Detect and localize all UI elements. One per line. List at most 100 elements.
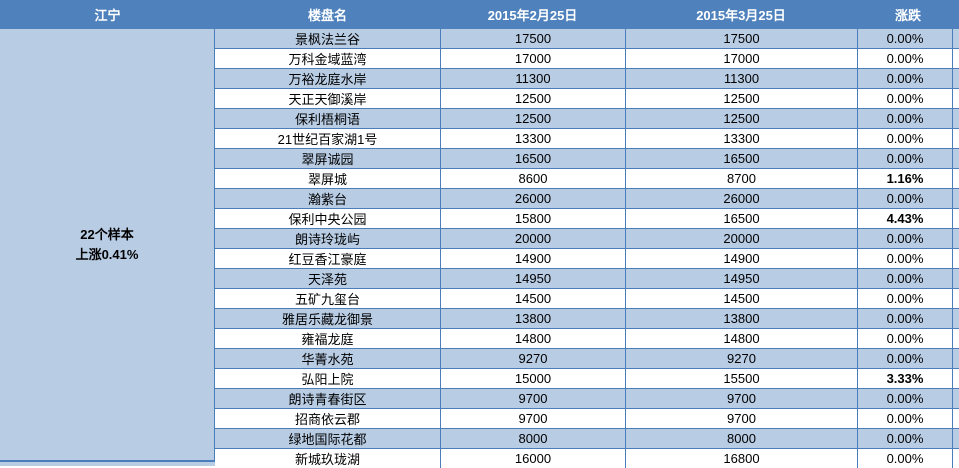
next-column-sliver xyxy=(953,149,959,168)
price-mar-cell: 16800 xyxy=(625,449,857,468)
price-feb-cell: 12500 xyxy=(440,109,625,128)
property-name-cell: 21世纪百家湖1号 xyxy=(277,132,378,147)
table-row: 朗诗青春街区 9700 9700 0.00% xyxy=(215,389,959,409)
change-cell: 0.00% xyxy=(857,249,953,268)
header-change: 涨跌 xyxy=(894,8,921,23)
next-column-sliver xyxy=(953,49,959,68)
next-column-sliver xyxy=(953,89,959,108)
next-column-sliver xyxy=(953,429,959,448)
change-cell: 0.00% xyxy=(857,229,953,248)
table-row: 保利梧桐语 12500 12500 0.00% xyxy=(215,109,959,129)
next-column-sliver xyxy=(953,109,959,128)
change-cell: 0.00% xyxy=(857,129,953,148)
table-row: 万科金域蓝湾 17000 17000 0.00% xyxy=(215,49,959,69)
next-column-sliver xyxy=(953,449,959,468)
next-column-sliver xyxy=(953,229,959,248)
property-name-cell: 翠屏城 xyxy=(307,172,347,187)
property-name-cell: 天正天御溪岸 xyxy=(288,92,367,107)
next-column-sliver xyxy=(953,169,959,188)
price-feb-cell: 17000 xyxy=(440,49,625,68)
table-row: 绿地国际花都 8000 8000 0.00% xyxy=(215,429,959,449)
price-mar-cell: 26000 xyxy=(625,189,857,208)
summary-sample-count: 22个样本 xyxy=(80,226,134,242)
change-cell: 0.00% xyxy=(857,429,953,448)
price-feb-cell: 16500 xyxy=(440,149,625,168)
table-row: 天泽苑 14950 14950 0.00% xyxy=(215,269,959,289)
change-cell: 0.00% xyxy=(857,109,953,128)
property-name-cell: 新城玖珑湖 xyxy=(294,452,360,467)
table-row: 天正天御溪岸 12500 12500 0.00% xyxy=(215,89,959,109)
next-column-sliver xyxy=(953,289,959,308)
next-column-sliver xyxy=(953,389,959,408)
change-cell: 0.00% xyxy=(857,389,953,408)
property-name-cell: 雍福龙庭 xyxy=(301,332,354,347)
property-name-cell: 保利梧桐语 xyxy=(294,112,360,127)
next-column-sliver xyxy=(953,369,959,388)
price-mar-cell: 8000 xyxy=(625,429,857,448)
price-feb-cell: 20000 xyxy=(440,229,625,248)
property-name-cell: 瀚紫台 xyxy=(307,192,347,207)
property-name-cell: 华菁水苑 xyxy=(301,352,354,367)
next-column-sliver xyxy=(953,29,959,48)
price-mar-cell: 14900 xyxy=(625,249,857,268)
price-feb-cell: 14950 xyxy=(440,269,625,288)
header-date-feb: 2015年2月25日 xyxy=(487,8,578,23)
price-mar-cell: 12500 xyxy=(625,89,857,108)
price-feb-cell: 16000 xyxy=(440,449,625,468)
price-mar-cell: 13300 xyxy=(625,129,857,148)
price-mar-cell: 9700 xyxy=(625,389,857,408)
change-cell: 0.00% xyxy=(857,289,953,308)
table-rows: 景枫法兰谷 17500 17500 0.00% 万科金域蓝湾 17000 17000 0.00… xyxy=(215,29,959,468)
price-mar-cell: 11300 xyxy=(625,69,857,88)
table-body: 22个样本 上涨0.41% 景枫法兰谷 17500 17500 0.00% 万科金域蓝湾… xyxy=(0,29,959,468)
price-feb-cell: 9700 xyxy=(440,389,625,408)
price-mar-cell: 13800 xyxy=(625,309,857,328)
price-feb-cell: 13300 xyxy=(440,129,625,148)
change-cell: 0.00% xyxy=(857,29,953,48)
table-row: 万裕龙庭水岸 11300 11300 0.00% xyxy=(215,69,959,89)
table-header-row: 江宁 楼盘名 2015年2月25日 2015年3月25日 涨跌 xyxy=(0,0,959,29)
price-mar-cell: 20000 xyxy=(625,229,857,248)
table-row: 五矿九玺台 14500 14500 0.00% xyxy=(215,289,959,309)
property-name-cell: 雅居乐藏龙御景 xyxy=(281,312,373,327)
change-cell: 0.00% xyxy=(857,329,953,348)
property-name-cell: 景枫法兰谷 xyxy=(294,32,360,47)
change-cell: 0.00% xyxy=(857,69,953,88)
price-feb-cell: 12500 xyxy=(440,89,625,108)
price-feb-cell: 14500 xyxy=(440,289,625,308)
property-name-cell: 万科金域蓝湾 xyxy=(288,52,367,67)
next-column-sliver xyxy=(953,409,959,428)
header-district: 江宁 xyxy=(94,8,121,23)
table-row: 新城玖珑湖 16000 16800 0.00% xyxy=(215,449,959,468)
price-mar-cell: 17500 xyxy=(625,29,857,48)
property-name-cell: 翠屏诚园 xyxy=(301,152,354,167)
table-row: 招商依云郡 9700 9700 0.00% xyxy=(215,409,959,429)
table-row: 弘阳上院 15000 15500 3.33% xyxy=(215,369,959,389)
price-feb-cell: 14900 xyxy=(440,249,625,268)
change-cell: 0.00% xyxy=(857,49,953,68)
property-name-cell: 招商依云郡 xyxy=(294,412,360,427)
price-mar-cell: 14950 xyxy=(625,269,857,288)
price-mar-cell: 14800 xyxy=(625,329,857,348)
price-feb-cell: 8000 xyxy=(440,429,625,448)
price-feb-cell: 15000 xyxy=(440,369,625,388)
change-cell: 4.43% xyxy=(857,209,953,228)
next-column-sliver xyxy=(953,209,959,228)
next-column-sliver xyxy=(953,69,959,88)
change-cell: 0.00% xyxy=(857,349,953,368)
price-mar-cell: 8700 xyxy=(625,169,857,188)
next-column-sliver xyxy=(953,269,959,288)
property-name-cell: 朗诗玲珑屿 xyxy=(294,232,360,247)
price-feb-cell: 9270 xyxy=(440,349,625,368)
next-column-sliver xyxy=(953,249,959,268)
price-feb-cell: 17500 xyxy=(440,29,625,48)
price-mar-cell: 9270 xyxy=(625,349,857,368)
price-feb-cell: 8600 xyxy=(440,169,625,188)
change-cell: 0.00% xyxy=(857,189,953,208)
change-cell: 0.00% xyxy=(857,449,953,468)
change-cell: 1.16% xyxy=(857,169,953,188)
price-mar-cell: 9700 xyxy=(625,409,857,428)
change-cell: 0.00% xyxy=(857,309,953,328)
price-mar-cell: 12500 xyxy=(625,109,857,128)
